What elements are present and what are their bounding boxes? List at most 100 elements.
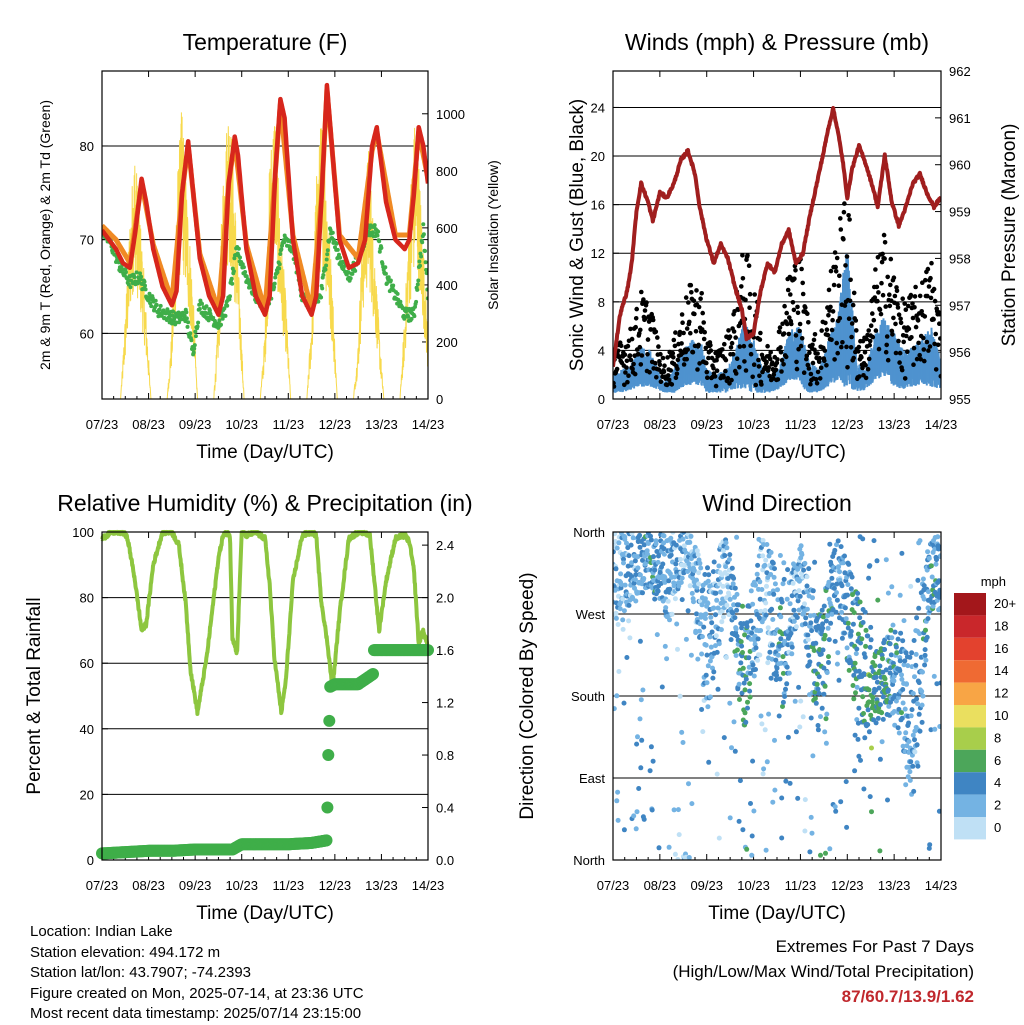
direction-point bbox=[837, 569, 842, 575]
gust-point bbox=[768, 350, 773, 355]
x-tick-label: 08/23 bbox=[132, 878, 165, 893]
series-dewpoint bbox=[102, 222, 428, 357]
direction-point bbox=[863, 643, 869, 649]
direction-point bbox=[774, 672, 780, 678]
direction-point bbox=[734, 534, 740, 540]
dewpoint-point bbox=[287, 244, 292, 249]
direction-point bbox=[784, 596, 790, 602]
direction-point bbox=[640, 590, 645, 596]
direction-point bbox=[741, 680, 747, 686]
direction-point bbox=[857, 599, 863, 605]
direction-point bbox=[856, 705, 862, 711]
direction-point bbox=[620, 617, 626, 623]
y2-tick-label: 2.0 bbox=[436, 591, 454, 606]
dewpoint-point bbox=[278, 252, 283, 256]
gust-point bbox=[684, 356, 689, 362]
direction-point bbox=[750, 601, 756, 607]
direction-point bbox=[885, 797, 890, 803]
gust-point bbox=[846, 316, 852, 322]
direction-point bbox=[808, 620, 814, 626]
direction-point bbox=[805, 637, 811, 642]
direction-point bbox=[826, 637, 832, 643]
gust-point bbox=[628, 326, 633, 332]
direction-point bbox=[688, 533, 694, 539]
direction-point bbox=[624, 540, 629, 546]
gust-point bbox=[638, 362, 644, 367]
gust-point bbox=[795, 304, 800, 310]
gust-point bbox=[668, 368, 673, 373]
dewpoint-point bbox=[424, 267, 428, 272]
gust-point bbox=[846, 213, 851, 218]
direction-point bbox=[686, 781, 691, 787]
direction-point bbox=[937, 605, 941, 611]
direction-point bbox=[621, 827, 627, 833]
direction-point bbox=[926, 555, 932, 561]
direction-point bbox=[822, 729, 828, 735]
gust-point bbox=[810, 360, 816, 366]
dewpoint-point bbox=[186, 320, 191, 325]
direction-point bbox=[891, 678, 897, 684]
direction-point bbox=[891, 709, 897, 714]
direction-point bbox=[675, 646, 680, 652]
direction-point bbox=[790, 580, 796, 586]
gust-point bbox=[896, 338, 901, 344]
direction-point bbox=[784, 664, 790, 670]
gust-point bbox=[923, 277, 928, 283]
direction-point bbox=[825, 613, 831, 619]
direction-point bbox=[707, 694, 713, 700]
dewpoint-point bbox=[211, 315, 216, 320]
direction-point bbox=[795, 566, 801, 572]
dewpoint-point bbox=[275, 270, 280, 275]
direction-point bbox=[711, 669, 717, 675]
gust-point bbox=[774, 360, 780, 366]
gust-point bbox=[712, 374, 718, 379]
gust-point bbox=[888, 282, 893, 288]
direction-point bbox=[618, 582, 624, 587]
colorbar-level: 20+ bbox=[994, 596, 1016, 611]
series-relative-humidity bbox=[100, 530, 430, 716]
gust-point bbox=[662, 363, 667, 369]
direction-point bbox=[862, 672, 868, 677]
colorbar-swatch bbox=[954, 817, 986, 840]
direction-point bbox=[822, 683, 828, 689]
y2-tick-label: 0.4 bbox=[436, 801, 454, 816]
gust-point bbox=[882, 256, 887, 261]
direction-point bbox=[648, 537, 654, 543]
gust-point bbox=[688, 330, 693, 336]
direction-point bbox=[845, 625, 851, 631]
dewpoint-point bbox=[185, 324, 190, 329]
direction-point bbox=[938, 553, 941, 559]
direction-point bbox=[791, 607, 797, 613]
x-tick-label: 14/23 bbox=[925, 417, 958, 432]
direction-point bbox=[747, 681, 753, 687]
gust-point bbox=[654, 375, 659, 380]
direction-point bbox=[641, 576, 647, 581]
direction-point bbox=[936, 578, 941, 584]
gust-point bbox=[872, 295, 878, 300]
gust-point bbox=[626, 373, 631, 379]
dewpoint-point bbox=[195, 324, 200, 329]
dewpoint-point bbox=[325, 248, 330, 253]
direction-point bbox=[764, 583, 769, 589]
gust-point bbox=[925, 293, 930, 299]
direction-point bbox=[679, 729, 685, 735]
gust-point bbox=[645, 352, 650, 357]
direction-point bbox=[811, 648, 817, 653]
gust-point bbox=[723, 357, 729, 363]
direction-point bbox=[686, 855, 692, 860]
direction-point bbox=[668, 535, 674, 541]
y-tick-label: 12 bbox=[591, 246, 605, 261]
gust-point bbox=[683, 295, 689, 300]
direction-point bbox=[762, 562, 768, 568]
y-tick-label: 0 bbox=[598, 392, 605, 407]
dewpoint-point bbox=[245, 277, 250, 282]
direction-point bbox=[631, 580, 637, 586]
direction-point bbox=[702, 596, 708, 602]
direction-point bbox=[770, 617, 776, 622]
gust-point bbox=[832, 357, 837, 362]
direction-point bbox=[879, 739, 885, 745]
direction-point bbox=[880, 656, 885, 662]
series-total-rainfall bbox=[96, 644, 434, 860]
direction-point bbox=[632, 585, 637, 591]
direction-point bbox=[691, 568, 697, 574]
